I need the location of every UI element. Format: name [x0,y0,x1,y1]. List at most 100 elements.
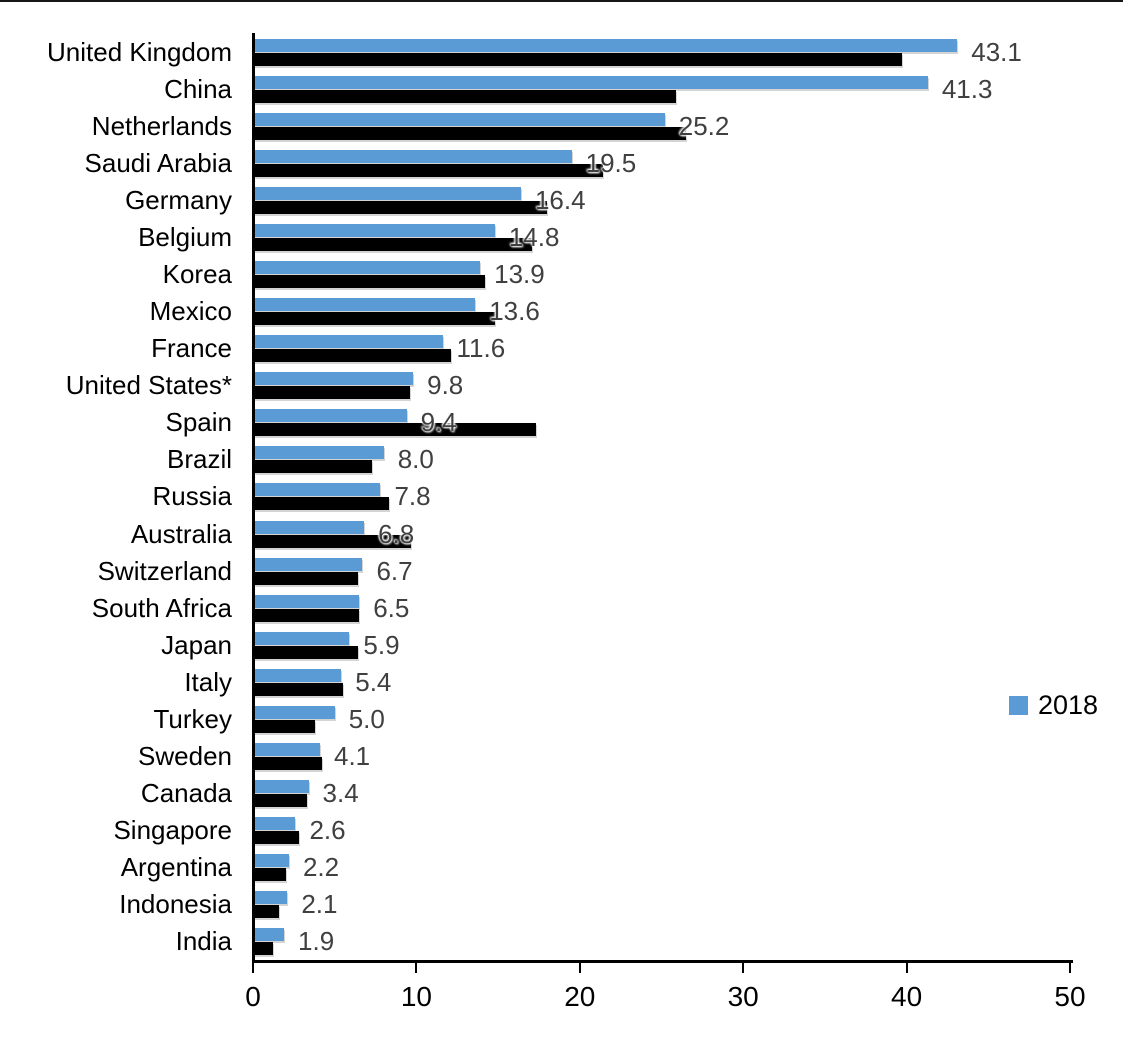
value-label: 6.8 [378,518,415,549]
bar-2014 [253,942,273,956]
bar-2014 [253,163,603,177]
bar-2014 [253,719,316,733]
bar-2018 [253,594,360,608]
bar-2018 [253,446,384,460]
bar-2014 [253,497,389,511]
category-label: South Africa [91,592,232,623]
category-label: Argentina [120,852,232,883]
category-label: France [151,333,232,364]
x-axis-tick [578,962,581,973]
category-label: Indonesia [119,889,232,920]
bar-2014 [253,274,486,288]
value-label: 19.5 [585,147,637,178]
bar-2018 [253,780,309,794]
bar-2014 [253,757,322,771]
bar-2018 [253,483,381,497]
value-label: 5.0 [348,703,385,734]
bar-2014 [253,200,548,214]
bar-2014 [253,868,286,882]
category-label: Russia [152,481,232,512]
category-label: Switzerland [97,555,232,586]
bar-2014 [253,89,677,103]
bar-2018 [253,38,958,52]
legend-swatch-icon [1009,696,1028,715]
value-label: 41.3 [941,73,993,104]
x-axis-tick-label: 40 [891,981,923,1012]
x-axis-tick [905,962,908,973]
bar-2014 [253,460,373,474]
bar-2018 [253,186,521,200]
bar-2018 [253,149,572,163]
category-label: India [175,926,232,957]
bar-2018 [253,520,365,534]
value-label: 16.4 [534,184,586,215]
legend-item-2018: 2018 [1009,692,1098,719]
value-label: 6.7 [376,555,413,586]
value-label: 2.1 [301,889,338,920]
x-axis-tick [252,962,254,973]
value-label: 13.9 [494,258,545,289]
category-label: Canada [140,778,232,809]
category-label: Korea [162,258,232,289]
bar-2014 [253,608,360,622]
legend-label: 2018 [1038,690,1099,720]
bar-2014 [253,645,358,659]
bar-2014 [253,237,533,251]
bar-2014 [253,423,536,437]
top-border-line [0,0,1123,2]
category-label: Saudi Arabia [84,147,232,178]
bar-2018 [253,854,289,868]
bar-2018 [253,891,288,905]
value-label: 25.2 [678,110,730,141]
value-label: 2.2 [302,852,340,883]
category-label: Germany [125,184,232,215]
bar-2014 [253,534,412,548]
x-axis-tick [415,962,418,973]
bar-2018 [253,928,285,942]
bar-2018 [253,743,320,757]
value-label: 1.9 [298,926,335,957]
category-label: Singapore [113,815,232,846]
bar-2018 [253,75,928,89]
bar-2014 [253,794,307,808]
x-axis-tick-label: 50 [1054,981,1086,1012]
bar-2014 [253,571,358,585]
bar-2018 [253,557,363,571]
category-label: Mexico [149,296,232,327]
bar-2018 [253,409,407,423]
bar-2018 [253,817,296,831]
bar-2014 [253,349,451,363]
value-label: 11.6 [456,333,506,364]
category-label: Japan [161,629,232,660]
bar-2014 [253,905,280,919]
chart-legend: 20182014 [1009,692,1123,719]
category-label: Australia [130,518,232,549]
value-label: 5.9 [363,629,400,660]
x-axis-tick-label: 20 [564,981,596,1012]
bar-2018 [253,223,495,237]
x-axis-tick-label: 10 [400,981,432,1012]
value-label: 7.8 [394,481,431,512]
value-label: 3.4 [322,778,359,809]
bar-2018 [253,668,342,682]
x-axis-tick [742,962,745,973]
bar-2014 [253,312,495,326]
category-label: United Kingdom [47,36,232,67]
x-axis-tick-label: 0 [245,981,261,1012]
category-label: Sweden [138,741,232,772]
bar-2018 [253,705,335,719]
value-label: 8.0 [397,444,434,475]
bar-2018 [253,335,443,349]
value-label: 4.1 [333,741,371,772]
x-axis-tick-label: 30 [727,981,759,1012]
bar-2014 [253,682,343,696]
value-label: 43.1 [971,36,1022,67]
bar-2014 [253,831,299,845]
category-label: Italy [184,666,232,697]
bar-2014 [253,52,902,66]
bar-2018 [253,260,481,274]
x-axis-line [251,960,1073,963]
value-label: 13.6 [489,296,540,327]
value-label: 9.8 [427,370,464,401]
